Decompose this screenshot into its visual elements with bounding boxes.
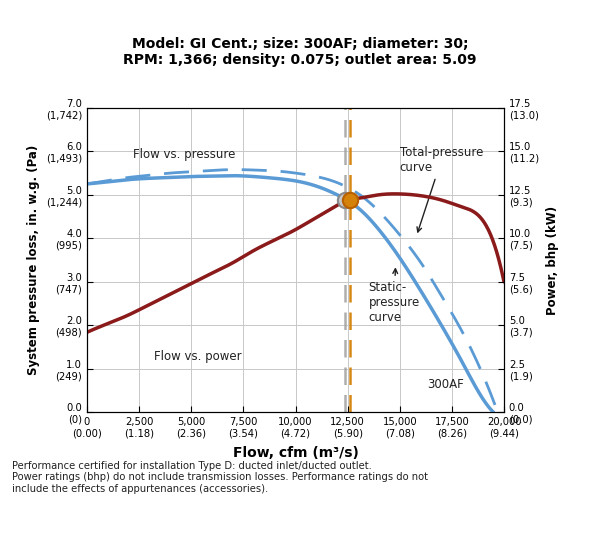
Text: Static-
pressure
curve: Static- pressure curve	[368, 269, 420, 324]
Text: Model: GI Cent.; size: 300AF; diameter: 30;
RPM: 1,366; density: 0.075; outlet a: Model: GI Cent.; size: 300AF; diameter: …	[123, 37, 477, 67]
Y-axis label: System pressure loss, in. w.g. (Pa): System pressure loss, in. w.g. (Pa)	[28, 145, 40, 375]
Text: Performance certified for installation Type D: ducted inlet/ducted outlet.
Power: Performance certified for installation T…	[12, 461, 428, 494]
X-axis label: Flow, cfm (m³/s): Flow, cfm (m³/s)	[233, 446, 358, 460]
Text: Flow vs. pressure: Flow vs. pressure	[133, 148, 235, 161]
Text: 300AF: 300AF	[427, 378, 464, 391]
Y-axis label: Power, bhp (kW): Power, bhp (kW)	[546, 205, 559, 315]
Text: Total-pressure
curve: Total-pressure curve	[400, 146, 483, 232]
Text: Flow vs. power: Flow vs. power	[154, 350, 241, 363]
